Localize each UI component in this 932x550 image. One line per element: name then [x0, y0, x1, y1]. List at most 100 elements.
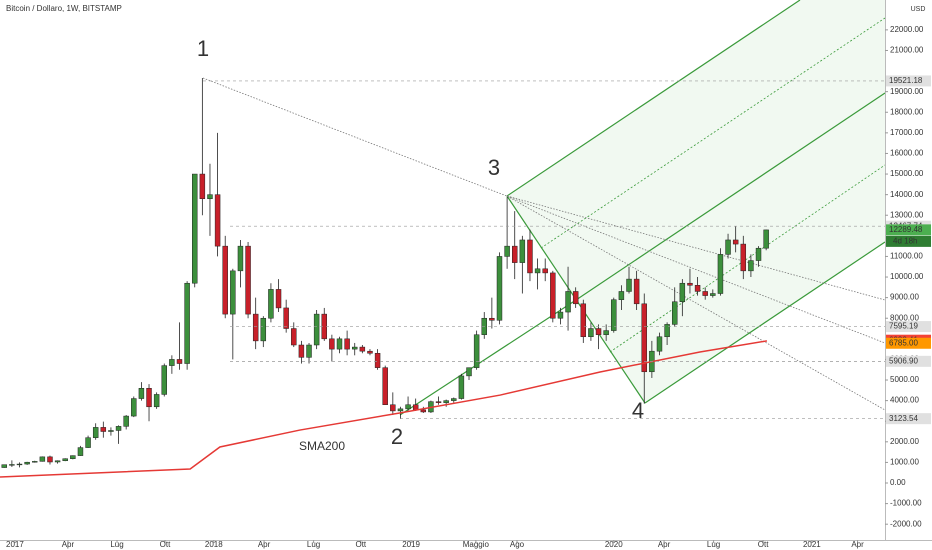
- candle-body: [192, 173, 198, 284]
- y-tick-label: 21000.00: [890, 46, 924, 55]
- price-label: 6785.00: [889, 338, 918, 347]
- x-tick-label: Ott: [160, 540, 171, 549]
- candle-body: [748, 260, 754, 272]
- y-tick-label: 9000.00: [890, 293, 919, 302]
- candle-body: [595, 328, 602, 335]
- candle-body: [527, 239, 533, 274]
- currency: USD: [911, 6, 926, 13]
- x-tick-label: Apr: [258, 540, 271, 549]
- price-label: 12289.48: [889, 225, 923, 234]
- candle-body: [504, 245, 510, 257]
- x-tick-label: 2020: [605, 540, 623, 549]
- candle-body: [146, 388, 152, 408]
- x-tick-label: Apr: [851, 540, 864, 549]
- candle-body: [161, 365, 167, 395]
- candle-body: [466, 367, 472, 377]
- x-tick-label: Apr: [658, 540, 671, 549]
- x-tick-label: Maggio: [463, 540, 490, 549]
- y-tick-label: 14000.00: [890, 190, 924, 199]
- candle-body: [108, 430, 114, 432]
- candle-body: [626, 278, 632, 292]
- candle-body: [237, 245, 244, 272]
- sma-line: [0, 340, 768, 478]
- candle-body: [687, 282, 693, 286]
- price-label-box: [886, 75, 931, 87]
- y-tick-label: 5000.00: [890, 375, 919, 384]
- sma-label: SMA200: [299, 439, 345, 453]
- candle-body: [763, 229, 769, 249]
- candle-body: [115, 426, 122, 431]
- candle-body: [70, 455, 76, 459]
- candle-body: [313, 313, 320, 346]
- y-tick-label: 2000.00: [890, 437, 919, 446]
- candle-body: [725, 239, 731, 255]
- candle-body: [420, 409, 427, 413]
- candle-body: [633, 278, 640, 305]
- price-label: 5906.90: [889, 356, 918, 365]
- candle-body: [54, 460, 61, 463]
- countdown: 4d 18h: [893, 236, 917, 245]
- countdown-box: [886, 235, 931, 247]
- candle-body: [542, 268, 548, 274]
- candle-body: [222, 245, 228, 315]
- candle-body: [694, 285, 701, 292]
- candle-body: [534, 268, 541, 274]
- candle-body: [329, 338, 335, 350]
- candle-body: [397, 408, 404, 412]
- x-tick-label: 2021: [803, 540, 821, 549]
- y-tick-label: 22000.00: [890, 25, 924, 34]
- candle-body: [230, 270, 236, 315]
- candle-body: [359, 346, 366, 352]
- x-tick-label: Lug: [707, 540, 720, 549]
- y-tick-label: 8000.00: [890, 313, 919, 322]
- candle-body: [512, 245, 518, 263]
- annotation: 3: [488, 155, 500, 180]
- y-tick-label: 1000.00: [890, 458, 919, 467]
- y-tick-label: -1000.00: [890, 499, 922, 508]
- candle-body: [451, 398, 457, 401]
- candle-body: [275, 289, 282, 309]
- candle-body: [671, 301, 678, 325]
- candle-body: [710, 293, 716, 296]
- x-tick-label: Lug: [110, 540, 123, 549]
- candle-body: [367, 350, 373, 354]
- candle-body: [382, 367, 388, 405]
- candle-body: [176, 359, 183, 364]
- candle-body: [245, 245, 251, 315]
- annotation: 2: [391, 424, 403, 449]
- candle-body: [443, 400, 449, 403]
- y-tick-label: 11000.00: [890, 252, 923, 261]
- y-tick-label: 16000.00: [890, 149, 924, 158]
- candle-body: [344, 338, 350, 350]
- y-tick-label: 15000.00: [890, 169, 924, 178]
- candle-body: [260, 317, 267, 342]
- candle-body: [458, 375, 465, 399]
- candle-body: [679, 282, 686, 303]
- candle-body: [92, 427, 99, 438]
- candle-body: [390, 404, 396, 412]
- candle-body: [732, 239, 739, 245]
- y-tick-label: 4000.00: [890, 396, 919, 405]
- candle-body: [16, 463, 23, 466]
- candle-body: [550, 272, 556, 319]
- price-label: 7595.19: [889, 322, 918, 331]
- x-tick-label: Apr: [62, 540, 75, 549]
- x-tick-label: Ott: [758, 540, 769, 549]
- candle-body: [32, 461, 38, 463]
- candle-body: [123, 415, 129, 427]
- candle-body: [580, 303, 587, 338]
- candle-body: [47, 456, 53, 463]
- candle-body: [39, 456, 46, 462]
- y-tick-label: 18000.00: [890, 107, 924, 116]
- candle-body: [153, 394, 160, 408]
- candle-body: [435, 401, 442, 403]
- candle-body: [77, 447, 84, 456]
- candle-body: [1, 464, 7, 468]
- candle-body: [24, 461, 30, 465]
- candle-body: [199, 173, 206, 200]
- candle-body: [184, 282, 190, 364]
- candle-body: [374, 352, 381, 368]
- trend-lines: [202, 77, 886, 411]
- price-label-box: [886, 321, 931, 333]
- candle-body: [85, 437, 91, 448]
